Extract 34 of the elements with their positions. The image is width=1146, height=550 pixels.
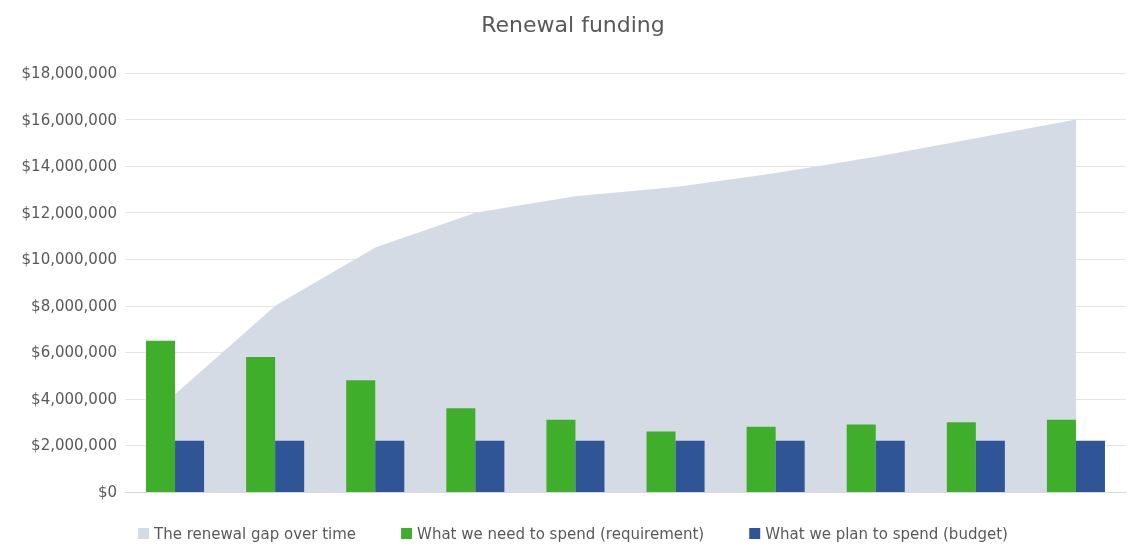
bar <box>875 440 905 492</box>
bar <box>246 356 276 492</box>
bar <box>446 408 476 492</box>
bar <box>1075 440 1105 492</box>
bar <box>775 440 805 492</box>
bar <box>346 380 376 492</box>
y-tick-label: $0 <box>97 483 117 501</box>
bar <box>975 440 1005 492</box>
y-tick-label: $12,000,000 <box>21 203 117 222</box>
bar <box>275 440 305 492</box>
y-tick-label: $8,000,000 <box>31 296 117 315</box>
bar <box>146 340 176 492</box>
chart-title: Renewal funding <box>481 11 665 37</box>
legend-label: What we need to spend (requirement) <box>417 524 705 543</box>
bar <box>646 431 676 492</box>
bar <box>675 440 705 492</box>
bar <box>575 440 605 492</box>
legend-label: The renewal gap over time <box>153 524 357 543</box>
y-tick-label: $6,000,000 <box>31 343 117 362</box>
bar <box>375 440 405 492</box>
legend-label: What we plan to spend (budget) <box>765 524 1008 543</box>
y-tick-label: $10,000,000 <box>21 250 117 269</box>
y-tick-label: $4,000,000 <box>31 389 117 408</box>
bar <box>946 422 976 492</box>
bar <box>846 424 876 492</box>
bar <box>746 426 776 492</box>
bar <box>475 440 505 492</box>
y-tick-label: $2,000,000 <box>31 436 117 455</box>
bar <box>1046 419 1076 492</box>
y-tick-label: $14,000,000 <box>21 157 117 176</box>
bar <box>175 440 205 492</box>
y-tick-label: $18,000,000 <box>21 64 117 82</box>
y-tick-label: $16,000,000 <box>21 110 117 129</box>
bar <box>546 419 576 492</box>
